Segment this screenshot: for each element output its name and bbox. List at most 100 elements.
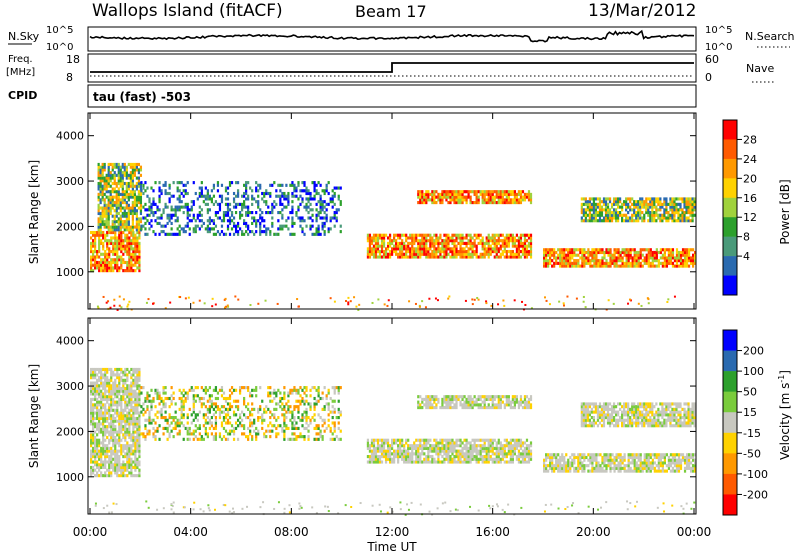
range-cell	[114, 260, 117, 265]
range-cell	[114, 247, 117, 251]
range-cell	[261, 197, 264, 201]
range-cell	[150, 205, 153, 209]
range-cell	[503, 198, 506, 202]
range-cell	[104, 433, 107, 437]
range-cell	[441, 247, 444, 251]
range-cell	[443, 190, 446, 194]
range-cell	[429, 247, 432, 251]
range-cell	[467, 241, 470, 245]
range-cell	[234, 405, 238, 409]
range-cell	[305, 197, 308, 201]
range-cell	[206, 230, 209, 234]
range-cell	[557, 261, 560, 265]
range-cell	[98, 438, 101, 442]
range-cell	[138, 468, 141, 472]
range-cell	[117, 206, 120, 210]
range-cell	[263, 435, 266, 439]
range-cell	[435, 460, 438, 464]
range-cell	[112, 449, 115, 453]
freq-tick-bottom: 8	[66, 71, 73, 84]
range-cell	[321, 224, 324, 228]
range-cell	[447, 192, 450, 196]
range-cell	[567, 259, 570, 263]
range-cell	[331, 197, 334, 201]
range-cell	[111, 206, 114, 210]
range-cell	[681, 216, 684, 220]
range-cell	[212, 407, 216, 411]
range-cell	[459, 244, 462, 248]
range-cell	[275, 202, 278, 206]
range-cell	[301, 197, 304, 201]
range-cell	[277, 227, 280, 231]
range-cell	[192, 301, 195, 304]
range-cell	[106, 266, 109, 270]
range-cell	[101, 214, 104, 218]
range-cell	[633, 208, 636, 212]
range-cell	[455, 201, 458, 205]
range-cell	[138, 460, 141, 464]
range-cell	[127, 187, 130, 191]
range-cell	[417, 190, 420, 194]
range-cell	[98, 233, 101, 237]
range-cell	[122, 433, 125, 437]
range-cell	[106, 376, 109, 380]
range-cell	[90, 414, 93, 418]
range-cell	[347, 296, 350, 299]
range-cell	[255, 211, 258, 215]
range-cell	[184, 230, 187, 234]
range-cell	[685, 197, 688, 201]
range-cell	[313, 407, 316, 411]
range-cell	[493, 247, 496, 251]
range-cell	[647, 205, 650, 209]
range-cell	[596, 219, 600, 223]
range-cell	[495, 250, 498, 254]
range-cell	[107, 171, 110, 175]
range-cell	[182, 407, 185, 411]
range-cell	[104, 260, 107, 265]
range-cell	[259, 386, 262, 390]
range-cell	[202, 388, 205, 392]
range-cell	[485, 300, 488, 303]
range-cell	[104, 446, 107, 450]
range-cell	[134, 250, 137, 254]
range-cell	[647, 250, 650, 255]
range-cell	[126, 441, 129, 445]
range-cell	[124, 373, 127, 377]
range-cell	[115, 181, 118, 186]
range-cell	[489, 195, 492, 199]
range-cell	[637, 259, 640, 263]
range-cell	[479, 252, 482, 256]
range-cell	[555, 259, 558, 263]
range-cell	[277, 388, 280, 392]
range-cell	[582, 295, 585, 298]
range-cell	[604, 202, 608, 206]
range-cell	[505, 195, 508, 199]
range-cell	[99, 228, 102, 232]
range-cell	[461, 255, 464, 259]
range-cell	[612, 197, 616, 201]
range-cell	[399, 452, 402, 456]
range-cell	[92, 376, 95, 380]
range-cell	[123, 190, 126, 194]
range-cell	[100, 260, 103, 265]
range-cell	[663, 250, 666, 255]
range-cell	[599, 261, 602, 265]
range-cell	[110, 425, 113, 429]
range-cell	[455, 252, 458, 256]
range-cell	[127, 206, 130, 210]
range-cell	[655, 264, 658, 268]
range-cell	[130, 247, 133, 251]
range-cell	[421, 236, 424, 240]
range-cell	[102, 444, 105, 448]
range-cell	[236, 230, 240, 234]
range-cell	[275, 407, 278, 411]
range-cell	[384, 250, 388, 254]
range-cell	[106, 389, 109, 393]
range-cell	[112, 266, 115, 270]
range-cell	[158, 391, 161, 395]
range-cell	[110, 389, 113, 393]
range-cell	[317, 388, 320, 392]
range-cell	[559, 261, 562, 265]
range-cell	[333, 391, 336, 395]
range-cell	[241, 418, 244, 422]
